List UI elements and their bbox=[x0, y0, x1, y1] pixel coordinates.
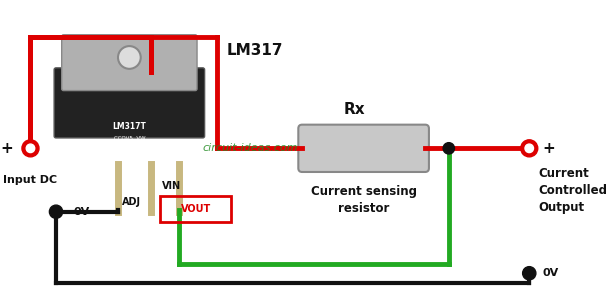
Text: ADJ: ADJ bbox=[122, 197, 141, 207]
Text: VOUT: VOUT bbox=[180, 204, 211, 214]
Circle shape bbox=[443, 143, 454, 154]
Bar bbox=[160, 196, 231, 222]
Circle shape bbox=[118, 46, 141, 69]
Text: 0V: 0V bbox=[542, 268, 559, 278]
Text: +: + bbox=[1, 141, 14, 156]
Text: VIN: VIN bbox=[162, 181, 181, 191]
Circle shape bbox=[523, 267, 536, 280]
FancyBboxPatch shape bbox=[62, 35, 197, 91]
Circle shape bbox=[22, 140, 39, 157]
Text: +: + bbox=[542, 141, 555, 156]
Text: LM317T: LM317T bbox=[113, 122, 146, 131]
Text: Input DC: Input DC bbox=[4, 175, 58, 185]
Circle shape bbox=[49, 205, 63, 218]
Text: Rx: Rx bbox=[343, 102, 365, 117]
Text: LM317: LM317 bbox=[226, 43, 283, 58]
Text: CHN: CHN bbox=[124, 146, 135, 151]
Text: Current
Controlled
Output: Current Controlled Output bbox=[539, 167, 608, 214]
FancyBboxPatch shape bbox=[298, 125, 429, 172]
Text: Current sensing
resistor: Current sensing resistor bbox=[311, 185, 416, 215]
Text: CCOV5  VW: CCOV5 VW bbox=[114, 136, 145, 141]
Circle shape bbox=[525, 144, 533, 152]
Text: circuit-ideas.com: circuit-ideas.com bbox=[202, 143, 298, 153]
Circle shape bbox=[26, 144, 34, 152]
FancyBboxPatch shape bbox=[54, 68, 205, 138]
Text: 0V: 0V bbox=[73, 207, 89, 217]
Circle shape bbox=[521, 140, 538, 157]
